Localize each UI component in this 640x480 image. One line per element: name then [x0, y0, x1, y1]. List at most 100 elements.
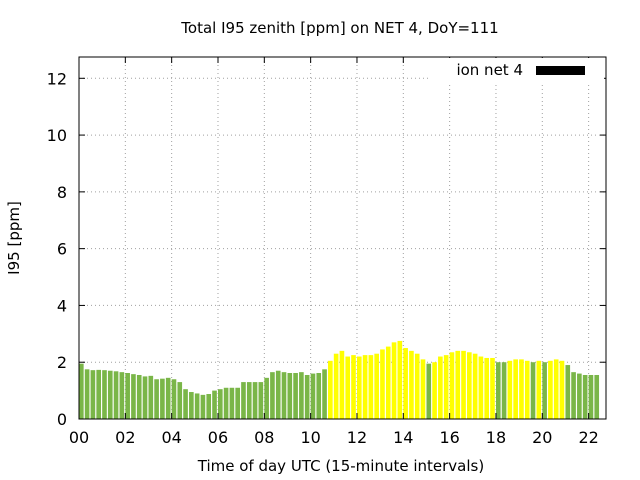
x-tick-label: 12 [347, 428, 367, 447]
bar [310, 373, 316, 419]
x-tick-label: 10 [300, 428, 320, 447]
bar [455, 350, 461, 419]
bar [420, 359, 426, 419]
bar [356, 356, 362, 419]
bar [212, 390, 217, 419]
bar [409, 350, 414, 419]
bar [351, 355, 356, 419]
bar [385, 346, 391, 419]
bar [548, 360, 553, 419]
bar [478, 356, 484, 419]
x-tick-label: 08 [254, 428, 274, 447]
bar [507, 360, 513, 419]
y-tick-label: 0 [57, 410, 67, 429]
bar [322, 369, 327, 419]
x-tick-label: 00 [69, 428, 89, 447]
bar [107, 370, 113, 419]
bar [438, 356, 443, 419]
bar [270, 372, 275, 419]
bar [495, 362, 501, 419]
bar [449, 352, 455, 419]
x-tick-label: 04 [161, 428, 181, 447]
bar [113, 371, 119, 419]
x-tick-label: 02 [115, 428, 135, 447]
bar [235, 387, 240, 419]
bar [102, 370, 107, 419]
bar [246, 382, 252, 419]
bars [79, 340, 600, 419]
bar [368, 355, 374, 419]
bar [206, 394, 212, 419]
bar [281, 372, 287, 419]
bar [194, 393, 200, 419]
bar [530, 362, 536, 419]
bar [443, 355, 449, 419]
bar [328, 360, 333, 419]
bar [391, 342, 397, 419]
bar [490, 357, 495, 419]
bar [345, 356, 351, 419]
bar [223, 387, 229, 419]
bar [594, 374, 600, 419]
bar [125, 373, 130, 419]
bar [519, 359, 524, 419]
bar [582, 374, 588, 419]
bar [524, 360, 530, 419]
bar [553, 359, 559, 419]
bar [293, 373, 298, 419]
bar [426, 363, 432, 419]
legend: ion net 4 [428, 58, 604, 82]
bar [264, 377, 269, 419]
y-tick-label: 2 [57, 353, 67, 372]
x-tick-label: 16 [439, 428, 459, 447]
x-axis-label: Time of day UTC (15-minute intervals) [197, 457, 484, 475]
bar [241, 382, 246, 419]
legend-label: ion net 4 [456, 61, 523, 79]
y-tick-label: 10 [47, 126, 67, 145]
bar [189, 392, 194, 419]
bar [536, 360, 542, 419]
bar [565, 365, 571, 419]
grid [79, 57, 606, 419]
bar [154, 379, 159, 419]
bar [362, 355, 368, 419]
bar [287, 373, 293, 419]
x-tick-label: 20 [532, 428, 552, 447]
bar [316, 373, 322, 419]
bar [299, 372, 304, 419]
bar [79, 363, 84, 419]
bar [380, 349, 385, 419]
bar [304, 374, 310, 419]
bar [183, 389, 188, 419]
bar [96, 369, 102, 419]
bar [374, 353, 379, 419]
bar [142, 376, 148, 419]
bar [90, 370, 96, 419]
bar [275, 370, 281, 419]
bar [571, 372, 576, 419]
legend-swatch [536, 66, 585, 75]
bar [84, 369, 90, 419]
bar [472, 353, 478, 419]
bar [171, 379, 177, 419]
bar [177, 382, 183, 419]
bar [200, 394, 206, 419]
bar [397, 340, 403, 419]
bar [513, 359, 518, 419]
bar [559, 360, 565, 419]
bar [484, 357, 490, 419]
x-tick-label: 06 [208, 428, 228, 447]
bar [217, 389, 223, 419]
bar [501, 362, 507, 419]
bar [577, 373, 582, 419]
bar [461, 350, 466, 419]
bar [252, 382, 258, 419]
y-tick-label: 12 [47, 69, 67, 88]
bar [229, 387, 235, 419]
bar [148, 375, 154, 419]
bar [403, 348, 408, 419]
plot-frame [78, 56, 607, 420]
y-tick-label: 8 [57, 183, 67, 202]
